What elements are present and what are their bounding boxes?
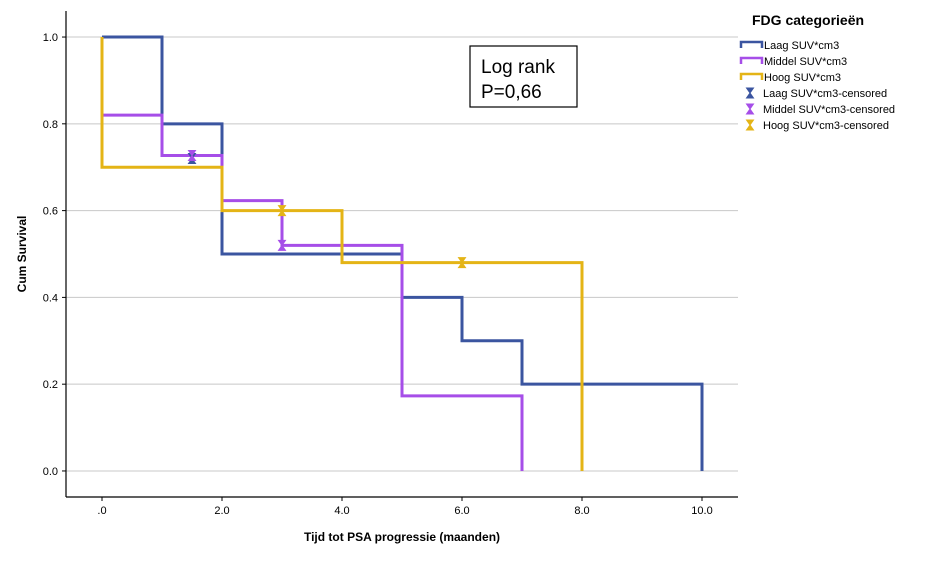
legend-censor-swatch (745, 87, 755, 99)
y-tick-label: 0.0 (43, 466, 58, 478)
censor-markers (187, 149, 467, 269)
x-tick-label: 4.0 (334, 505, 349, 517)
x-tick-labels: .0 2.0 4.0 6.0 8.0 10.0 (97, 497, 713, 517)
axes (65, 11, 738, 498)
legend-censor-swatch (745, 119, 755, 131)
x-tick-label: 6.0 (454, 505, 469, 517)
y-tick-label: 0.6 (43, 206, 58, 218)
legend-label: Hoog SUV*cm3 (764, 72, 841, 84)
annotation-line-1: Log rank (481, 57, 555, 78)
x-tick-label: .0 (97, 505, 106, 517)
legend-label: Middel SUV*cm3 (764, 56, 847, 68)
y-tick-label: 0.8 (43, 119, 58, 131)
x-tick-label: 10.0 (691, 505, 712, 517)
legend-label: Laag SUV*cm3-censored (763, 88, 887, 100)
y-tick-label: 0.2 (43, 379, 58, 391)
legend: FDG categorieën Laag SUV*cm3 Middel SUV*c… (739, 12, 895, 132)
annotation-frame (469, 45, 578, 108)
legend-label: Middel SUV*cm3-censored (763, 104, 895, 116)
censor-marker (277, 205, 287, 217)
legend-line-swatch (739, 40, 764, 48)
x-tick-label: 2.0 (214, 505, 229, 517)
legend-line-swatch (739, 72, 764, 80)
legend-line-swatch (739, 56, 764, 64)
y-tick-labels: 0.0 0.2 0.4 0.6 0.8 1.0 (43, 32, 66, 478)
censor-marker (187, 149, 197, 161)
x-axis-title: Tijd tot PSA progressie (maanden) (304, 530, 500, 544)
annotation-box: Log rank P=0,66 (469, 45, 578, 108)
censor-marker (277, 239, 287, 251)
legend-censor-swatch (745, 103, 755, 115)
y-tick-label: 1.0 (43, 32, 58, 44)
annotation-line-2: P=0,66 (481, 82, 542, 103)
legend-label: Laag SUV*cm3 (764, 40, 839, 52)
x-tick-label: 8.0 (574, 505, 589, 517)
legend-title: FDG categorieën (752, 12, 864, 28)
y-tick-label: 0.4 (43, 292, 58, 304)
series-line-2 (102, 113, 524, 471)
legend-label: Hoog SUV*cm3-censored (763, 120, 889, 132)
y-axis-title: Cum Survival (15, 216, 29, 293)
censor-marker (457, 257, 467, 269)
